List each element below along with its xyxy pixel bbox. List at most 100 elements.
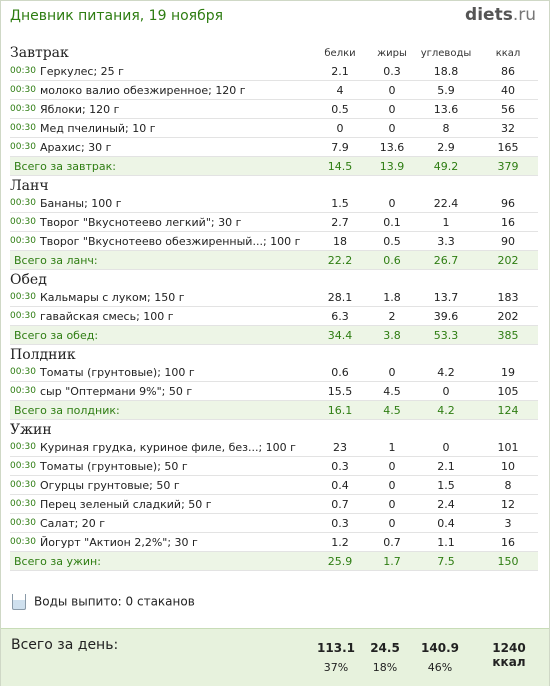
food-kcal: 19 <box>478 363 538 382</box>
food-row[interactable]: 00:30 Йогурт "Актион 2,2%"; 30 г 1.2 0.7 1.1… <box>10 532 538 552</box>
food-fat: 13.6 <box>370 137 414 157</box>
meal-total-label: Всего за завтрак: <box>10 156 310 176</box>
page-title: Дневник питания, 19 ноября <box>10 8 224 24</box>
food-time: 00:30 <box>10 99 40 119</box>
meal-name: Ужин <box>10 422 52 438</box>
food-name: Куриная грудка, куриное филе, без...; 10… <box>40 438 310 457</box>
spacer-cell <box>478 345 538 364</box>
food-protein: 7.9 <box>310 137 370 157</box>
food-name: Томаты (грунтовые); 100 г <box>40 363 310 382</box>
food-carbs: 0 <box>414 438 478 457</box>
food-name: Йогурт "Актион 2,2%"; 30 г <box>40 532 310 552</box>
food-fat: 0 <box>370 494 414 514</box>
food-time: 00:30 <box>10 288 40 307</box>
meal-total-row: Всего за обед: 34.4 3.8 53.3 385 <box>10 325 538 345</box>
food-row[interactable]: 00:30 Мед пчелиный; 10 г 0 0 8 32 <box>10 118 538 138</box>
day-total-label: Всего за день: <box>11 637 119 653</box>
food-row[interactable]: 00:30 Бананы; 100 г 1.5 0 22.4 96 <box>10 194 538 213</box>
water-text: Воды выпито: 0 стаканов <box>34 594 195 609</box>
food-time: 00:30 <box>10 438 40 457</box>
food-row[interactable]: 00:30 Яблоки; 120 г 0.5 0 13.6 56 <box>10 99 538 119</box>
food-carbs: 13.7 <box>414 288 478 307</box>
food-name: Салат; 20 г <box>40 513 310 533</box>
meal-total-fat: 13.9 <box>370 156 414 176</box>
food-kcal: 165 <box>478 137 538 157</box>
food-carbs: 2.9 <box>414 137 478 157</box>
food-fat: 0.7 <box>370 532 414 552</box>
spacer-cell <box>370 176 414 195</box>
food-time: 00:30 <box>10 475 40 495</box>
food-row[interactable]: 00:30 Творог "Вкуснотеево обезжиренный...… <box>10 231 538 251</box>
spacer-cell <box>370 420 414 439</box>
food-kcal: 16 <box>478 212 538 232</box>
food-carbs: 5.9 <box>414 80 478 100</box>
spacer-cell <box>310 420 370 439</box>
logo-main: diets <box>465 5 513 25</box>
food-protein: 2.1 <box>310 62 370 81</box>
food-kcal: 8 <box>478 475 538 495</box>
food-row[interactable]: 00:30 Огурцы грунтовые; 50 г 0.4 0 1.5 8 <box>10 475 538 495</box>
food-row[interactable]: 00:30 Салат; 20 г 0.3 0 0.4 3 <box>10 513 538 533</box>
meal-total-kcal: 202 <box>478 250 538 270</box>
meal-name: Обед <box>10 272 47 288</box>
food-time: 00:30 <box>10 306 40 326</box>
spacer-cell <box>414 176 478 195</box>
day-total-fat: 24.5 <box>370 641 400 655</box>
meal-total-row: Всего за полдник: 16.1 4.5 4.2 124 <box>10 400 538 420</box>
food-carbs: 3.3 <box>414 231 478 251</box>
food-row[interactable]: 00:30 Геркулес; 25 г 2.1 0.3 18.8 86 <box>10 62 538 81</box>
food-row[interactable]: 00:30 Арахис; 30 г 7.9 13.6 2.9 165 <box>10 137 538 157</box>
food-carbs: 2.1 <box>414 456 478 476</box>
food-row[interactable]: 00:30 Кальмары с луком; 150 г 28.1 1.8 13.7 1… <box>10 288 538 307</box>
food-row[interactable]: 00:30 Перец зеленый сладкий; 50 г 0.7 0 2.4 1… <box>10 494 538 514</box>
meal-total-kcal: 385 <box>478 325 538 345</box>
food-row[interactable]: 00:30 Куриная грудка, куриное филе, без..… <box>10 438 538 457</box>
diets-logo[interactable]: diets.ru <box>465 5 536 25</box>
food-row[interactable]: 00:30 сыр "Оптермани 9%"; 50 г 15.5 4.5 0 105 <box>10 381 538 401</box>
food-fat: 2 <box>370 306 414 326</box>
food-fat: 0.3 <box>370 62 414 81</box>
food-carbs: 8 <box>414 118 478 138</box>
food-name: Огурцы грунтовые; 50 г <box>40 475 310 495</box>
spacer-cell <box>310 270 370 289</box>
meal-total-protein: 16.1 <box>310 400 370 420</box>
food-time: 00:30 <box>10 231 40 251</box>
column-kcal: ккал <box>495 47 521 59</box>
food-row[interactable]: 00:30 Творог "Вкуснотеево легкий"; 30 г 2.… <box>10 212 538 232</box>
food-fat: 0 <box>370 456 414 476</box>
day-total-protein: 113.1 <box>317 641 355 655</box>
food-time: 00:30 <box>10 363 40 382</box>
meal-total-kcal: 124 <box>478 400 538 420</box>
food-row[interactable]: 00:30 гавайская смесь; 100 г 6.3 2 39.6 202 <box>10 306 538 326</box>
food-protein: 0 <box>310 118 370 138</box>
food-row[interactable]: 00:30 Томаты (грунтовые); 50 г 0.3 0 2.1 10 <box>10 456 538 476</box>
food-fat: 4.5 <box>370 381 414 401</box>
food-fat: 0.1 <box>370 212 414 232</box>
meal-total-label: Всего за полдник: <box>10 400 310 420</box>
food-row[interactable]: 00:30 Томаты (грунтовые); 100 г 0.6 0 4.2 19 <box>10 363 538 382</box>
food-kcal: 12 <box>478 494 538 514</box>
column-carbs: углеводы <box>420 47 472 59</box>
spacer-cell <box>370 270 414 289</box>
food-time: 00:30 <box>10 62 40 81</box>
meal-name: Ланч <box>10 178 49 194</box>
meal-total-protein: 22.2 <box>310 250 370 270</box>
food-kcal: 101 <box>478 438 538 457</box>
food-kcal: 40 <box>478 80 538 100</box>
food-fat: 0 <box>370 80 414 100</box>
food-protein: 0.3 <box>310 513 370 533</box>
glass-icon <box>12 594 26 610</box>
meal-name: Завтрак <box>10 45 69 61</box>
spacer-cell <box>478 270 538 289</box>
water-intake: Воды выпито: 0 стаканов <box>12 594 195 610</box>
meal-total-carbs: 53.3 <box>414 325 478 345</box>
food-name: гавайская смесь; 100 г <box>40 306 310 326</box>
food-fat: 0 <box>370 99 414 119</box>
food-time: 00:30 <box>10 118 40 138</box>
meal-total-row: Всего за ланч: 22.2 0.6 26.7 202 <box>10 250 538 270</box>
food-fat: 0 <box>370 194 414 213</box>
food-fat: 1.8 <box>370 288 414 307</box>
food-protein: 0.7 <box>310 494 370 514</box>
food-carbs: 0 <box>414 381 478 401</box>
